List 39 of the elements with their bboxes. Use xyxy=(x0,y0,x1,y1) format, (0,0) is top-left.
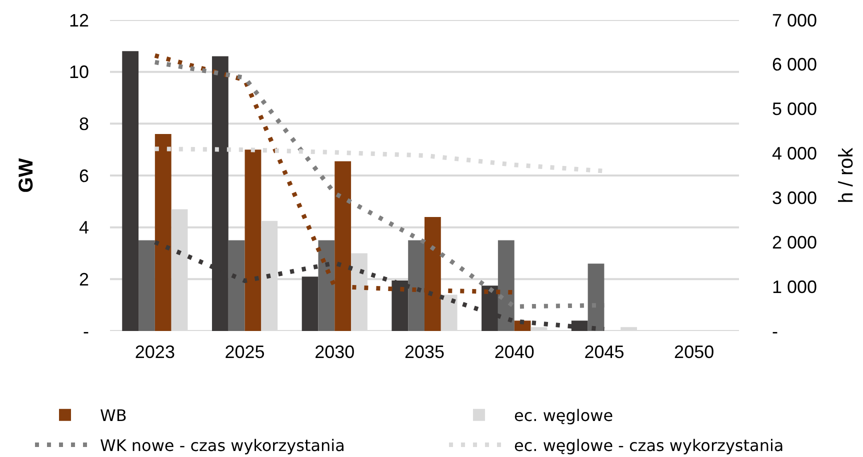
bar xyxy=(588,264,604,331)
y2-tick-label: - xyxy=(772,321,778,342)
y-tick-label: 4 xyxy=(78,218,89,238)
legend-label: WB xyxy=(100,406,127,426)
bar xyxy=(498,240,514,331)
x-tick-label: 2025 xyxy=(224,342,265,362)
x-tick-label: 2030 xyxy=(314,342,355,362)
y2-tick-label: 5 000 xyxy=(772,99,818,120)
bar xyxy=(228,240,245,331)
bar xyxy=(318,240,335,331)
y-tick-label: 6 xyxy=(78,166,89,186)
x-tick-label: 2040 xyxy=(494,342,534,362)
x-tick-label: 2035 xyxy=(404,342,445,362)
y2-tick-label: 1 000 xyxy=(772,276,818,297)
y-tick-label: - xyxy=(83,321,89,342)
legend-label: ec. węglowe xyxy=(514,406,614,426)
bar xyxy=(138,240,155,331)
x-tick-label: 2023 xyxy=(134,342,175,362)
y2-tick-label: 7 000 xyxy=(772,10,818,30)
y-tick-label: 2 xyxy=(78,269,89,290)
y2-tick-label: 6 000 xyxy=(772,54,818,75)
y-tick-label: 12 xyxy=(68,10,89,30)
legend-label: ec. węglowe - czas wykorzystania xyxy=(514,436,784,455)
bar xyxy=(122,51,139,331)
bar xyxy=(244,150,262,331)
legend-label: WK nowe - czas wykorzystania xyxy=(100,436,345,455)
x-tick-label: 2045 xyxy=(584,342,624,362)
y2-tick-label: 2 000 xyxy=(772,232,818,252)
bar xyxy=(154,134,172,331)
y2-tick-label: 4 000 xyxy=(772,144,818,164)
y-tick-label: 8 xyxy=(78,114,89,134)
y-axis-title: GW xyxy=(15,158,38,193)
bar xyxy=(514,320,531,331)
y2-axis-title: h / rok xyxy=(836,146,858,204)
y-tick-label: 10 xyxy=(68,62,89,82)
bar xyxy=(408,240,424,331)
x-tick-label: 2050 xyxy=(674,342,714,362)
bar xyxy=(302,276,318,331)
y2-tick-label: 3 000 xyxy=(772,188,818,208)
